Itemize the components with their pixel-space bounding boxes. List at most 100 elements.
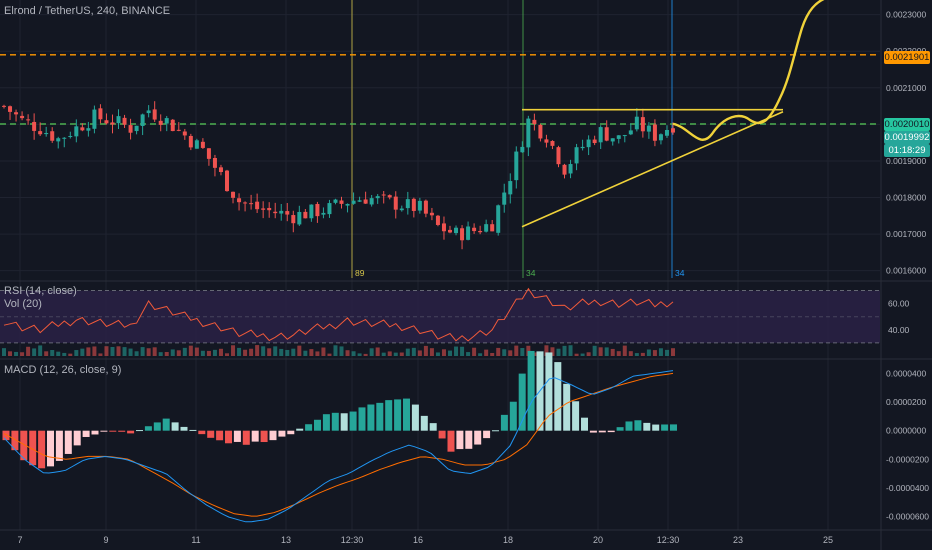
candle-body (441, 223, 446, 232)
volume-bar (604, 347, 609, 356)
candle-body (369, 198, 374, 205)
vertical-marker-label: 89 (355, 268, 365, 278)
candle (592, 135, 597, 146)
candle-body (423, 200, 428, 214)
candle-body (574, 147, 579, 164)
volume-bar (62, 352, 67, 356)
volume-bar (454, 346, 459, 356)
candle-body (544, 139, 549, 143)
candle (140, 113, 145, 136)
macd-histogram-bar (465, 430, 473, 449)
candle-body (610, 138, 615, 142)
candle-body (285, 211, 290, 215)
candle (176, 122, 181, 132)
volume-bar (423, 345, 428, 356)
macd-histogram-bar (598, 430, 606, 433)
price-axis-tick-label: 0.0023000 (886, 10, 926, 20)
candle-body (345, 203, 350, 206)
volume-bar (68, 353, 73, 356)
macd-histogram-bar (563, 383, 571, 431)
candle-body (206, 148, 211, 159)
macd-histogram-bar (500, 414, 508, 431)
candle-body (80, 127, 85, 131)
candle-body (188, 135, 193, 148)
volume-bar (134, 351, 139, 356)
volume-bar (616, 351, 621, 356)
candle-body (514, 151, 519, 181)
volume-bar (640, 352, 645, 356)
candle-body (363, 199, 368, 204)
candle (104, 113, 109, 125)
candle-body (393, 196, 398, 210)
volume-bar (116, 346, 121, 356)
volume-bar (580, 353, 585, 356)
candle (652, 119, 657, 147)
volume-bar (110, 346, 115, 356)
candle-body (20, 115, 25, 119)
candle-body (134, 125, 139, 132)
volume-bar (267, 348, 272, 356)
candle (610, 138, 615, 146)
time-axis-tick-label: 9 (103, 535, 108, 545)
candle (387, 194, 392, 200)
candle-body (616, 135, 621, 139)
volume-bar (478, 353, 483, 356)
macd-label: MACD (12, 26, close, 9) (4, 364, 122, 376)
volume-bar (381, 352, 386, 356)
volume-bar (231, 345, 236, 356)
candle (32, 113, 37, 140)
volume-bar (568, 345, 573, 356)
volume-bar (273, 346, 278, 356)
candle (454, 225, 459, 236)
candle (351, 192, 356, 205)
candle (327, 199, 332, 218)
candle-body (460, 228, 465, 241)
volume-bar (441, 349, 446, 356)
volume-bar (188, 345, 193, 356)
rsi-band-fill (0, 290, 880, 343)
candle (604, 120, 609, 142)
candle-body (586, 139, 591, 148)
macd-axis-tick-label: -0.0000600 (886, 512, 929, 522)
volume-bar (671, 348, 675, 356)
candle-body (604, 127, 609, 141)
volume-bar (327, 353, 332, 356)
candle-body (351, 200, 356, 204)
volume-bar (375, 347, 380, 356)
macd-histogram-bar (349, 411, 357, 431)
candle (586, 135, 591, 156)
candle (170, 119, 175, 132)
macd-histogram-bar (314, 419, 321, 431)
candle-body (194, 140, 199, 149)
candle (279, 204, 284, 221)
candle-body (315, 204, 320, 217)
candle-body (237, 198, 242, 203)
volume-bar (417, 350, 422, 356)
candle (98, 104, 103, 124)
candle (628, 123, 633, 136)
time-axis-tick-label: 7 (17, 535, 22, 545)
candle-body (592, 139, 597, 144)
macd-histogram-bar (118, 430, 126, 432)
macd-histogram-bar (367, 404, 375, 431)
candle (381, 191, 386, 204)
bar-countdown-tag: 01:18:29 (884, 144, 930, 157)
macd-histogram-bar (189, 429, 197, 431)
candle (309, 204, 314, 222)
candle (466, 221, 471, 241)
volume-bar (92, 346, 97, 356)
price-axis-tick-label: 0.0019000 (886, 156, 926, 166)
candle (460, 225, 465, 250)
time-axis-tick-label: 25 (823, 535, 833, 545)
candle (285, 203, 290, 222)
candle-body (562, 164, 567, 175)
macd-histogram-bar (73, 430, 81, 446)
candle-body (152, 109, 157, 120)
macd-histogram-bar (162, 418, 170, 431)
volume-bar (315, 351, 320, 356)
candle (616, 135, 621, 144)
candle (44, 126, 49, 137)
macd-histogram-bar (109, 430, 117, 432)
candle (550, 140, 555, 150)
